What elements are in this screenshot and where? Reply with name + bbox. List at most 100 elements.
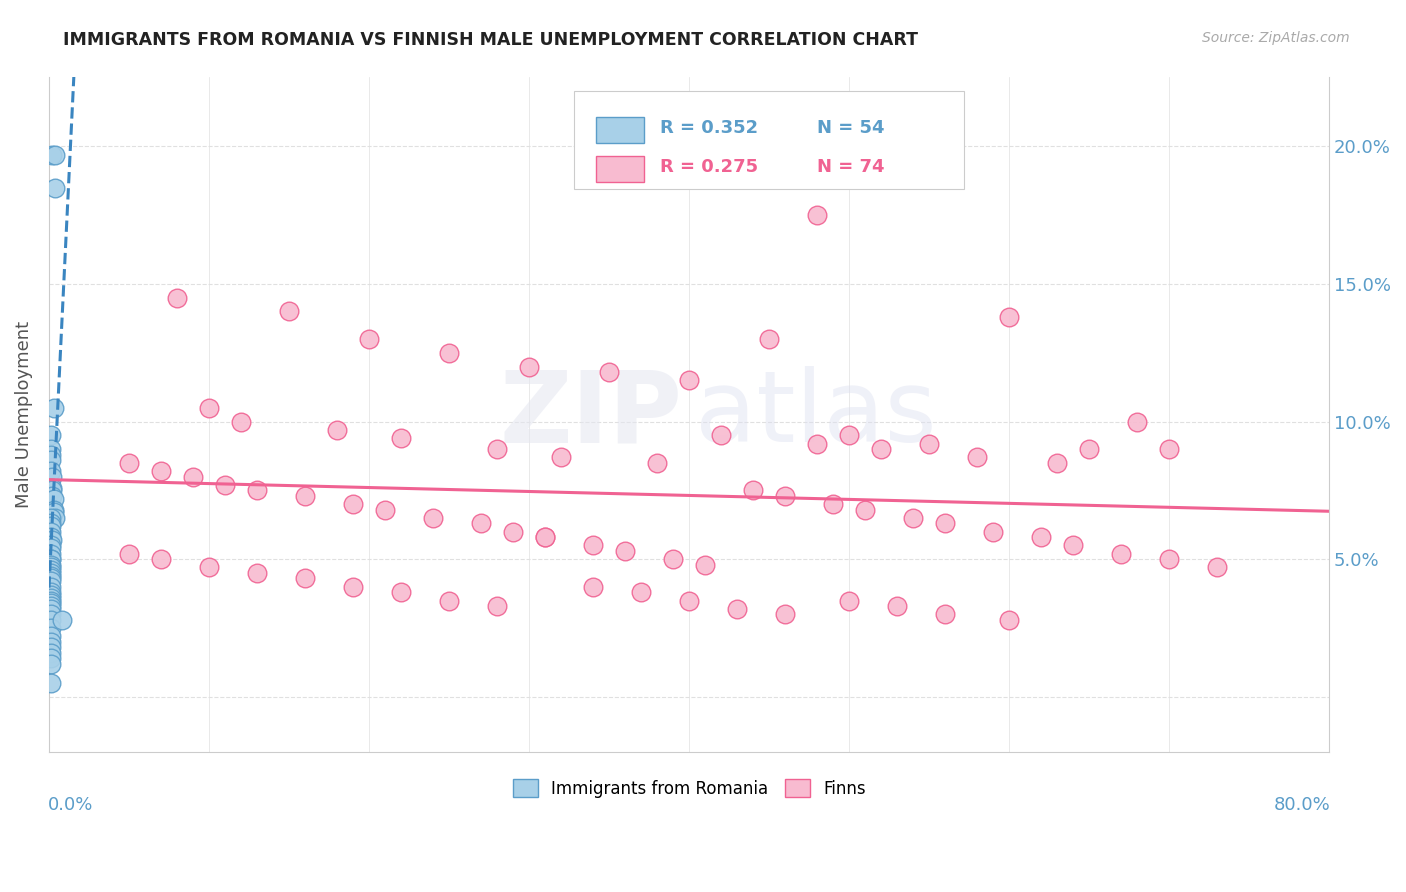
Text: IMMIGRANTS FROM ROMANIA VS FINNISH MALE UNEMPLOYMENT CORRELATION CHART: IMMIGRANTS FROM ROMANIA VS FINNISH MALE …	[63, 31, 918, 49]
Point	[39, 601, 62, 615]
Point	[41, 483, 63, 498]
Point	[39, 596, 62, 610]
Point	[39, 428, 62, 442]
Point	[41, 147, 63, 161]
Text: N = 74: N = 74	[817, 158, 884, 176]
Point	[39, 442, 62, 456]
Point	[149, 552, 172, 566]
Point	[42, 502, 65, 516]
Text: ZIP: ZIP	[499, 367, 683, 463]
Point	[422, 511, 444, 525]
Point	[838, 593, 860, 607]
Point	[502, 524, 524, 539]
Point	[693, 558, 716, 572]
Point	[645, 456, 668, 470]
Point	[39, 629, 62, 643]
Point	[870, 442, 893, 456]
Point	[41, 489, 63, 503]
FancyBboxPatch shape	[574, 91, 965, 189]
Point	[806, 436, 828, 450]
Point	[39, 585, 62, 599]
Point	[39, 580, 62, 594]
Point	[39, 613, 62, 627]
Point	[934, 516, 956, 531]
Point	[966, 450, 988, 465]
Point	[470, 516, 492, 531]
Point	[39, 552, 62, 566]
Point	[1029, 530, 1052, 544]
Point	[166, 291, 188, 305]
Point	[294, 489, 316, 503]
Point	[582, 538, 605, 552]
Point	[326, 423, 349, 437]
Point	[39, 621, 62, 635]
Point	[39, 646, 62, 660]
Point	[39, 560, 62, 574]
Point	[198, 560, 221, 574]
Point	[517, 359, 540, 374]
Point	[246, 566, 269, 580]
Point	[39, 530, 62, 544]
Point	[357, 332, 380, 346]
Point	[39, 511, 62, 525]
Point	[39, 607, 62, 622]
Point	[1046, 456, 1069, 470]
Point	[39, 593, 62, 607]
Point	[389, 585, 412, 599]
Point	[742, 483, 765, 498]
Point	[678, 373, 700, 387]
Point	[39, 566, 62, 580]
Text: Source: ZipAtlas.com: Source: ZipAtlas.com	[1202, 31, 1350, 45]
Point	[39, 651, 62, 665]
Point	[42, 401, 65, 415]
Point	[838, 428, 860, 442]
Point	[598, 365, 620, 379]
Point	[39, 516, 62, 531]
Point	[1206, 560, 1229, 574]
Point	[51, 613, 73, 627]
Point	[1078, 442, 1101, 456]
Point	[662, 552, 685, 566]
Point	[342, 580, 364, 594]
Point	[39, 464, 62, 478]
Point	[118, 547, 141, 561]
Point	[725, 601, 748, 615]
Point	[886, 599, 908, 613]
Point	[39, 519, 62, 533]
Point	[39, 635, 62, 649]
Point	[39, 574, 62, 589]
Point	[582, 580, 605, 594]
Point	[39, 541, 62, 556]
Point	[44, 511, 66, 525]
Point	[630, 585, 652, 599]
Point	[1109, 547, 1132, 561]
Point	[486, 599, 509, 613]
Point	[118, 456, 141, 470]
Point	[614, 544, 637, 558]
Point	[39, 588, 62, 602]
Legend: Immigrants from Romania, Finns: Immigrants from Romania, Finns	[506, 772, 872, 805]
Point	[437, 593, 460, 607]
Point	[389, 431, 412, 445]
Point	[998, 613, 1021, 627]
Point	[342, 497, 364, 511]
Point	[39, 552, 62, 566]
Point	[998, 310, 1021, 324]
Point	[918, 436, 941, 450]
Point	[39, 568, 62, 582]
Point	[773, 607, 796, 622]
Point	[901, 511, 924, 525]
Point	[39, 524, 62, 539]
Y-axis label: Male Unemployment: Male Unemployment	[15, 321, 32, 508]
Point	[39, 657, 62, 671]
Point	[823, 497, 845, 511]
Point	[773, 489, 796, 503]
Point	[39, 453, 62, 467]
Point	[39, 591, 62, 605]
Point	[44, 180, 66, 194]
Point	[39, 563, 62, 577]
Point	[41, 469, 63, 483]
Point	[710, 428, 733, 442]
Point	[294, 572, 316, 586]
Point	[39, 599, 62, 613]
